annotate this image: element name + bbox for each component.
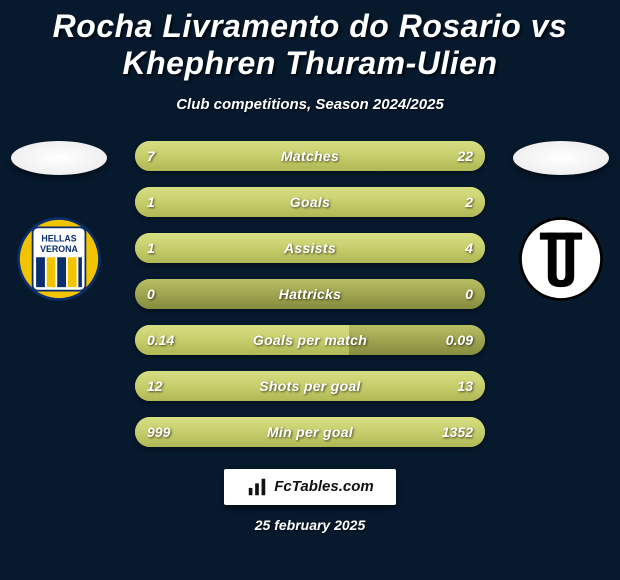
stat-value-right: 0.09 <box>446 332 473 348</box>
stat-label: Assists <box>135 240 485 256</box>
stat-row: 1Goals2 <box>135 187 485 217</box>
player-right-placeholder <box>513 141 609 175</box>
brand-badge[interactable]: FcTables.com <box>224 469 396 505</box>
svg-text:VERONA: VERONA <box>40 244 78 254</box>
stat-label: Goals per match <box>135 332 485 348</box>
svg-text:HELLAS: HELLAS <box>41 233 76 243</box>
stat-value-right: 13 <box>457 378 473 394</box>
stat-row: 0.14Goals per match0.09 <box>135 325 485 355</box>
stat-value-right: 1352 <box>442 424 473 440</box>
stat-label: Matches <box>135 148 485 164</box>
stat-label: Goals <box>135 194 485 210</box>
stat-value-right: 22 <box>457 148 473 164</box>
stat-row: 999Min per goal1352 <box>135 417 485 447</box>
stat-value-right: 2 <box>465 194 473 210</box>
stat-rows-container: 7Matches22 1Goals2 1Assists4 0Hattricks0 0.1… <box>135 141 485 447</box>
club-badge-right <box>517 215 605 303</box>
team-right-column <box>506 141 616 303</box>
subtitle: Club competitions, Season 2024/2025 <box>0 96 620 113</box>
team-left-column: HELLAS VERONA <box>4 141 114 303</box>
club-badge-left: HELLAS VERONA <box>15 215 103 303</box>
chart-icon <box>246 476 268 498</box>
comparison-panel: HELLAS VERONA 7Matches22 1Goals2 1Assists4… <box>0 141 620 447</box>
stat-label: Hattricks <box>135 286 485 302</box>
page-title: Rocha Livramento do Rosario vs Khephren … <box>0 0 620 86</box>
stat-row: 1Assists4 <box>135 233 485 263</box>
stat-label: Min per goal <box>135 424 485 440</box>
stat-value-right: 4 <box>465 240 473 256</box>
stat-label: Shots per goal <box>135 378 485 394</box>
stat-row: 7Matches22 <box>135 141 485 171</box>
brand-text: FcTables.com <box>274 478 373 495</box>
stat-value-right: 0 <box>465 286 473 302</box>
stat-row: 0Hattricks0 <box>135 279 485 309</box>
footer-date: 25 february 2025 <box>0 517 620 533</box>
player-left-placeholder <box>11 141 107 175</box>
stat-row: 12Shots per goal13 <box>135 371 485 401</box>
